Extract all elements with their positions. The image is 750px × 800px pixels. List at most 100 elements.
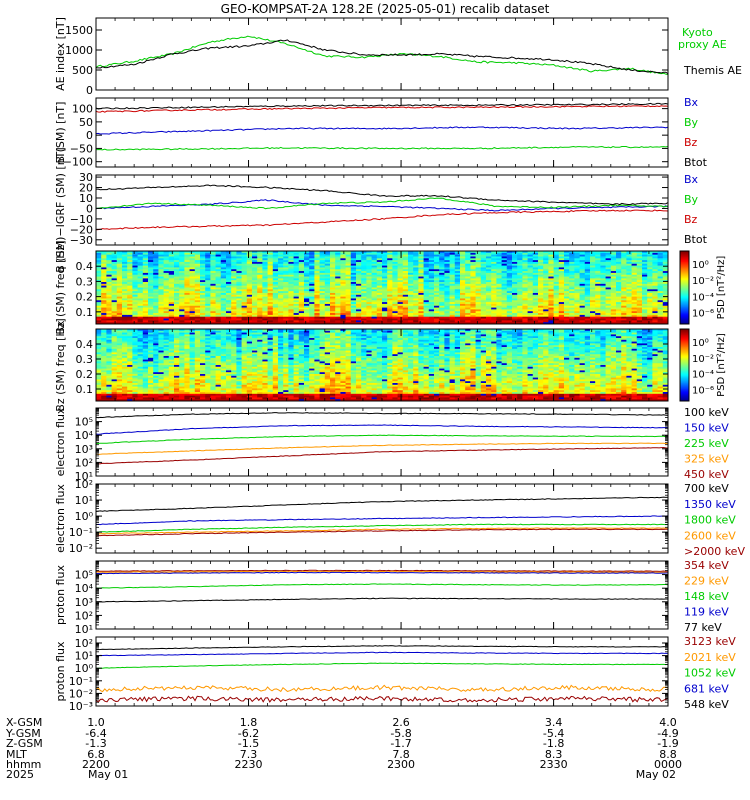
ytick-label-b_igrf: 0 bbox=[86, 202, 93, 215]
ytick-label-p_flux_low: 10⁵ bbox=[75, 569, 93, 582]
legend-label-p_flux_high: 3123 keV bbox=[684, 635, 736, 648]
ytick-label-b_sm: 100 bbox=[72, 103, 93, 116]
ephemeris-value: -1.8 bbox=[543, 737, 564, 750]
legend-label-p_flux_low: 354 keV bbox=[684, 559, 729, 572]
ytick-label-p_flux_high: 10⁻¹ bbox=[69, 675, 93, 688]
ephemeris-value: 7.3 bbox=[240, 748, 258, 761]
legend-label-b_igrf: By bbox=[684, 193, 699, 206]
ephemeris-value: -1.9 bbox=[657, 737, 678, 750]
ephemeris-value: 2330 bbox=[540, 758, 568, 771]
ephemeris-value: -6.4 bbox=[85, 727, 106, 740]
ytick-label-b_sm: 0 bbox=[86, 129, 93, 142]
legend-label-b_sm: Bx bbox=[684, 96, 699, 109]
ephemeris-value: -5.8 bbox=[390, 727, 411, 740]
ephemeris-value: -5.4 bbox=[543, 727, 564, 740]
lines-ae bbox=[96, 35, 668, 76]
series-line-ae-0 bbox=[96, 35, 668, 76]
ephemeris-value: -1.5 bbox=[238, 737, 259, 750]
legend-label-e_flux_low: 100 keV bbox=[684, 406, 729, 419]
series-line-b_igrf-1 bbox=[96, 197, 668, 210]
series-line-e_flux_high-4 bbox=[96, 528, 668, 537]
ytick-label-b_igrf: 30 bbox=[79, 171, 93, 184]
series-line-e_flux_low-3 bbox=[96, 442, 668, 455]
ytick-label-e_flux_high: 10⁻² bbox=[69, 542, 93, 555]
colorbar-bz_psd: 10⁰ 10⁻² 10⁻⁴ 10⁻⁶ PSD [nT²/Hz] bbox=[679, 328, 727, 402]
legend-label-b_sm: By bbox=[684, 116, 699, 129]
colorbar-tick-label: 10⁻² bbox=[692, 354, 714, 365]
frame-e_flux_low bbox=[95, 407, 669, 477]
ytick-label-p_flux_high: 10⁻³ bbox=[69, 700, 93, 713]
ytick-label-b_sm: −50 bbox=[70, 142, 93, 155]
legend-label-kyoto-proxy-ae: proxy AE bbox=[678, 38, 727, 51]
ytick-label-e_flux_low: 10⁴ bbox=[75, 429, 94, 442]
ytick-label-ae: 1000 bbox=[65, 44, 93, 57]
legend-label-e_flux_low: 225 keV bbox=[684, 437, 729, 450]
ytick-label-p_flux_high: 10¹ bbox=[75, 650, 93, 663]
legend-label-b_igrf: Btot bbox=[684, 233, 708, 246]
ytick-label-b_sm: 50 bbox=[79, 116, 93, 129]
legend-label-kyoto-proxy-ae: Kyoto bbox=[682, 26, 713, 39]
lines-p_flux_high bbox=[96, 645, 668, 703]
ytick-label-b_igrf: 10 bbox=[79, 192, 93, 205]
legend-label-e_flux_low: 150 keV bbox=[684, 422, 729, 435]
series-line-p_flux_high-1 bbox=[96, 684, 668, 693]
colorbar-tick-label: 10⁰ bbox=[692, 260, 709, 271]
series-line-b_sm-3 bbox=[96, 102, 668, 110]
legend-label-b_sm: Bz bbox=[684, 136, 698, 149]
lines-e_flux_low bbox=[96, 412, 668, 465]
ephemeris-value: May 01 bbox=[88, 768, 128, 781]
legend-label-e_flux_low: 325 keV bbox=[684, 453, 729, 466]
ytick-label-ae: 500 bbox=[72, 64, 93, 77]
legend-label-e_flux_high: 1800 keV bbox=[684, 514, 736, 527]
figure-title: GEO-KOMPSAT-2A 128.2E (2025-05-01) recal… bbox=[221, 2, 550, 16]
ephemeris-value: 1.0 bbox=[87, 716, 105, 729]
ephemeris-value: 7.8 bbox=[392, 748, 410, 761]
ephemeris-value: 2.6 bbox=[392, 716, 410, 729]
series-line-p_flux_high-3 bbox=[96, 651, 668, 657]
legend-label-e_flux_high: 700 keV bbox=[684, 482, 729, 495]
series-line-p_flux_low-2 bbox=[96, 583, 668, 589]
legend-label-b_igrf: Bx bbox=[684, 173, 699, 186]
ytick-label-e_flux_low: 10² bbox=[75, 456, 93, 469]
ephemeris-row-label: Y-GSM bbox=[5, 727, 41, 740]
ytick-label-ae: 1500 bbox=[65, 24, 93, 37]
ytick-label-bx_psd: 0.4 bbox=[76, 260, 94, 273]
legend-label-e_flux_high: 1350 keV bbox=[684, 498, 736, 511]
series-line-p_flux_low-3 bbox=[96, 571, 668, 575]
series-line-e_flux_high-2 bbox=[96, 523, 668, 533]
lines-b_sm bbox=[96, 102, 668, 151]
legend-label-p_flux_low: 148 keV bbox=[684, 590, 729, 603]
legend-label-p_flux_high: 2021 keV bbox=[684, 651, 736, 664]
legend-label-p_flux_high: 1052 keV bbox=[684, 667, 736, 680]
frame-ae bbox=[95, 17, 669, 91]
ephemeris-value: 3.4 bbox=[545, 716, 563, 729]
ytick-label-b_igrf: −10 bbox=[70, 213, 93, 226]
series-line-b_sm-2 bbox=[96, 105, 668, 113]
ephemeris-value: 1.8 bbox=[240, 716, 258, 729]
frame-b_igrf bbox=[95, 174, 669, 246]
ephemeris-value: 2200 bbox=[82, 758, 110, 771]
ephemeris-value: 6.8 bbox=[87, 748, 105, 761]
ytick-label-p_flux_low: 10³ bbox=[75, 596, 93, 609]
ytick-label-p_flux_high: 10⁰ bbox=[75, 662, 94, 675]
legend-label-b_sm: Btot bbox=[684, 156, 708, 169]
legend-label-themis-ae: Themis AE bbox=[683, 64, 742, 77]
colorbar-label: PSD [nT²/Hz] bbox=[716, 333, 727, 397]
legend-label-p_flux_low: 119 keV bbox=[684, 606, 729, 619]
ytick-label-bz_psd: 0.1 bbox=[76, 383, 94, 396]
spectrogram-bx_psd bbox=[96, 251, 668, 324]
ylabel-e_flux_low: electron flux bbox=[54, 407, 67, 476]
ytick-label-bz_psd: 0.3 bbox=[76, 353, 94, 366]
ytick-label-bx_psd: 0.3 bbox=[76, 275, 94, 288]
legend-label-p_flux_low: 77 keV bbox=[684, 621, 722, 634]
ylabel-e_flux_high: electron flux bbox=[54, 484, 67, 553]
ylabel-bx_psd: Bx (SM) freq [Hz] bbox=[54, 240, 67, 334]
frame-b_sm bbox=[95, 97, 669, 168]
